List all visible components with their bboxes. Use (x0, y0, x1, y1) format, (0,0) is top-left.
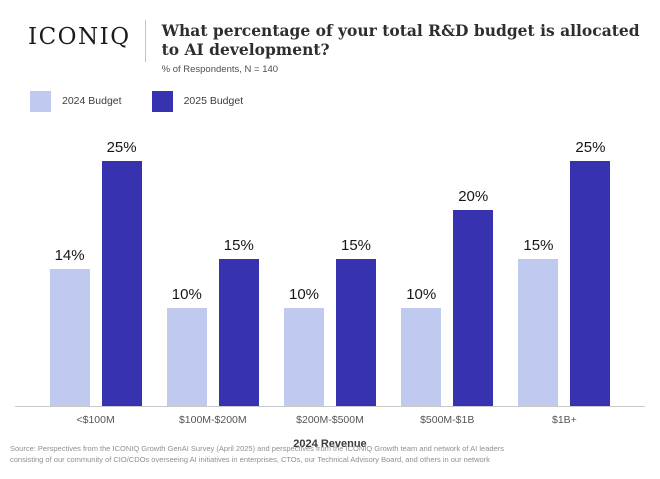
legend-swatch-2024-budget (30, 90, 51, 112)
bar-chart: 14% 25% 10% 15% 10% 15% 10% 20% 15% 25% <$100M $10… (15, 135, 645, 450)
bar-2025-budget-1b+ (570, 160, 611, 406)
legend-item-2024-budget: 2024 Budget (30, 90, 122, 112)
bar-2025-budget-500m-1b (453, 209, 494, 406)
bar-wrap-2024-budget-1b+: 15% (518, 236, 559, 406)
bar-value-label: 10% (171, 285, 202, 303)
source-note-line2: consisting of our community of CIO/CDOs … (10, 454, 490, 464)
bar-2024-budget-500m-1b (401, 307, 442, 406)
bar-value-label: 10% (406, 285, 437, 303)
bar-2025-budget-100m-200m (218, 258, 259, 406)
plot-area: 14% 25% 10% 15% 10% 15% 10% 20% 15% 25% (15, 135, 645, 407)
bar-wrap-2024-budget-100m-200m: 10% (166, 285, 207, 406)
bar-value-label: 20% (458, 187, 489, 205)
x-tick-label-500m-1b: $500M-$1B (420, 413, 475, 426)
bar-group-100m-200m: 10% 15% (154, 135, 271, 406)
bar-value-label: 15% (340, 236, 372, 254)
bar-group-200m-500m: 10% 15% (271, 135, 388, 406)
bar-wrap-2025-budget-100m-200m: 15% (218, 236, 259, 406)
chart-subtitle: % of Respondents, N = 140 (161, 63, 279, 75)
bar-wrap-2025-budget-500m-1b: 20% (453, 187, 494, 406)
header-divider (144, 20, 146, 62)
legend-item-2025-budget: 2025 Budget (151, 90, 244, 112)
x-tick-label-100m-200m: $100M-$200M (178, 413, 247, 426)
header: ICONIQ What percentage of your total R&D… (0, 0, 660, 75)
x-tick-label-200m-500m: $200M-$500M (296, 413, 364, 426)
iconiq-logo: ICONIQ (28, 24, 131, 50)
bar-2025-budget-200m-500m (336, 258, 376, 406)
legend-label: 2024 Budget (62, 95, 122, 108)
x-axis-title: 2024 Revenue (293, 437, 367, 450)
source-note: Source: Perspectives from the ICONIQ Gro… (10, 444, 504, 465)
bar-value-label: 14% (54, 246, 85, 264)
bar-2024-budget-100m (49, 268, 90, 406)
x-tick-label-1b+: $1B+ (552, 413, 577, 426)
bar-group-500m-1b: 10% 20% (389, 135, 506, 406)
source-note-line1: Source: Perspectives from the ICONIQ Gro… (10, 444, 504, 453)
chart-title: What percentage of your total R&D budget… (161, 21, 640, 60)
bar-wrap-2024-budget-500m-1b: 10% (401, 285, 442, 406)
bar-wrap-2024-budget-200m-500m: 10% (284, 286, 324, 406)
bar-value-label: 10% (288, 285, 320, 303)
bar-2024-budget-200m-500m (284, 307, 324, 406)
bar-2024-budget-100m-200m (166, 307, 207, 406)
bar-wrap-2024-budget-100m: 14% (49, 246, 90, 406)
bar-wrap-2025-budget-200m-500m: 15% (336, 237, 376, 406)
bar-value-label: 15% (523, 236, 554, 254)
legend-swatch-2025-budget (151, 90, 173, 112)
bar-value-label: 25% (106, 138, 137, 156)
bar-value-label: 15% (223, 236, 254, 254)
bar-2025-budget-100m (101, 160, 142, 406)
title-block: What percentage of your total R&D budget… (162, 20, 640, 75)
bar-group-1b+: 15% 25% (506, 135, 623, 406)
legend-label: 2025 Budget (183, 95, 244, 108)
bar-value-label: 25% (575, 138, 606, 156)
bar-wrap-2025-budget-100m: 25% (101, 138, 142, 406)
bar-wrap-2025-budget-1b+: 25% (570, 138, 611, 406)
x-tick-label-100m: <$100M (76, 413, 115, 426)
bar-2024-budget-1b+ (518, 258, 559, 406)
bar-group-100m: 14% 25% (37, 135, 154, 406)
legend: 2024 Budget 2025 Budget (30, 90, 660, 112)
x-axis-labels: <$100M $100M-$200M $200M-$500M $500M-$1B $1B… (15, 414, 645, 426)
